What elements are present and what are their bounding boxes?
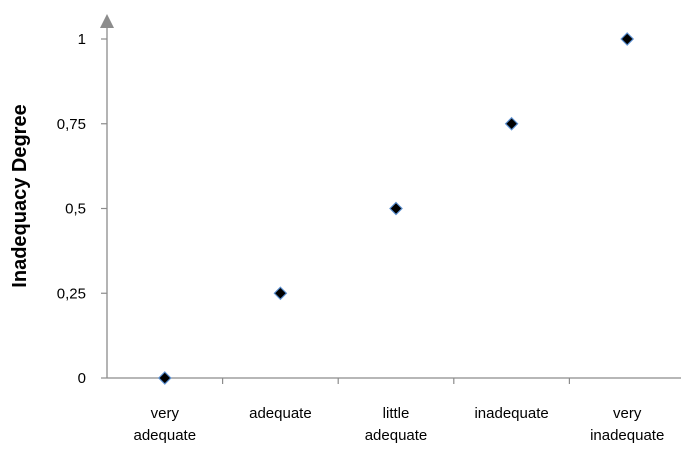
data-points bbox=[157, 32, 635, 385]
x-axis-ticks: very adequate adequate little adequate inadeq… bbox=[134, 378, 664, 444]
data-point-diamond bbox=[273, 286, 288, 301]
x-tick-label: very adequate bbox=[134, 405, 197, 444]
x-tick-label: little adequate bbox=[365, 405, 428, 444]
x-tick-label: adequate bbox=[249, 405, 312, 422]
y-axis-label: Inadequacy Degree bbox=[9, 104, 31, 287]
x-tick-label: very inadequate bbox=[590, 405, 664, 444]
y-tick-label: 0 bbox=[78, 370, 86, 387]
data-point-diamond bbox=[389, 201, 403, 216]
chart-axes bbox=[100, 14, 681, 379]
data-point-diamond bbox=[157, 371, 172, 385]
y-tick-label: 0,5 bbox=[65, 201, 86, 218]
data-point-diamond bbox=[620, 32, 635, 46]
data-point-diamond bbox=[504, 116, 519, 131]
y-axis-arrow-icon bbox=[100, 14, 114, 28]
y-tick-label: 0,25 bbox=[57, 285, 86, 302]
y-tick-label: 1 bbox=[78, 31, 86, 48]
y-tick-label: 0,75 bbox=[57, 116, 86, 133]
x-tick-label: inadequate bbox=[474, 405, 548, 422]
y-axis-ticks: 0 0,25 0,5 0,75 1 bbox=[57, 31, 107, 387]
